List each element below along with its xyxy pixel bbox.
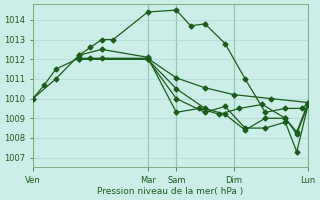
X-axis label: Pression niveau de la mer( hPa ): Pression niveau de la mer( hPa ) (98, 187, 244, 196)
